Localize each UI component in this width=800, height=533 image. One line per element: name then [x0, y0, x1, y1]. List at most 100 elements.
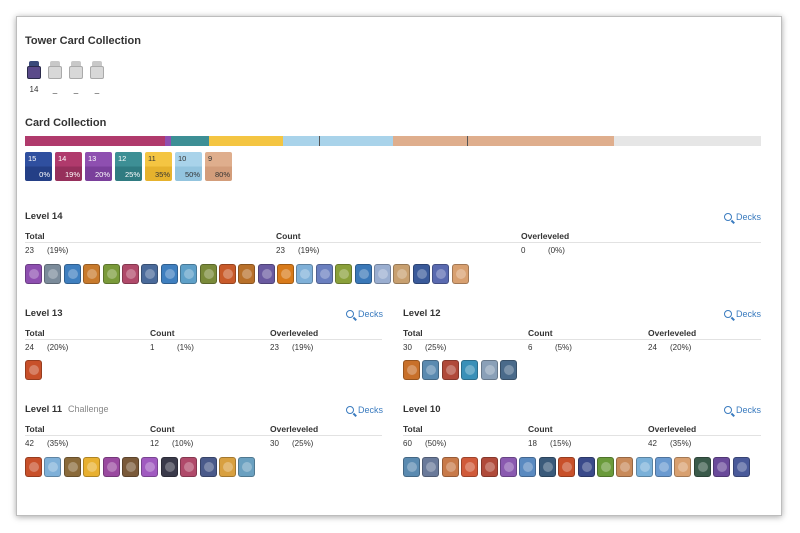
- progress-segment: [170, 136, 209, 146]
- progress-segment: [164, 136, 171, 146]
- level11-total-header: Total: [25, 424, 45, 434]
- card-icon[interactable]: [25, 264, 42, 284]
- level10-overleveled-header: Overleveled: [648, 424, 697, 434]
- tower-card-level: _: [73, 85, 79, 94]
- level12-total-header: Total: [403, 328, 423, 338]
- level-box-11: 11 35%: [145, 152, 172, 181]
- level11-total-value: 42: [25, 439, 34, 448]
- card-icon[interactable]: [403, 457, 420, 477]
- card-icon[interactable]: [461, 360, 479, 380]
- card-icon[interactable]: [393, 264, 411, 284]
- card-icon[interactable]: [218, 264, 236, 284]
- level13-decks-link[interactable]: Decks: [346, 309, 383, 319]
- card-icon[interactable]: [180, 264, 198, 284]
- level14-total-pct: (19%): [47, 246, 69, 255]
- card-icon[interactable]: [403, 360, 420, 380]
- card-icon[interactable]: [713, 457, 731, 477]
- card-icon[interactable]: [257, 264, 275, 284]
- level10-over-value: 42: [648, 439, 657, 448]
- level11-title-text: Level 11: [25, 404, 62, 415]
- card-icon[interactable]: [499, 360, 517, 380]
- card-icon[interactable]: [160, 264, 178, 284]
- level13-overleveled-header: Overleveled: [270, 328, 319, 338]
- level13-total-header: Total: [25, 328, 45, 338]
- level13-total-pct: (20%): [47, 343, 69, 352]
- card-icon[interactable]: [499, 457, 517, 477]
- card-icon[interactable]: [238, 264, 256, 284]
- card-icon[interactable]: [25, 457, 42, 477]
- card-icon[interactable]: [121, 264, 139, 284]
- card-icon[interactable]: [432, 264, 450, 284]
- tower-card-locked: [69, 61, 83, 79]
- card-icon[interactable]: [160, 457, 178, 477]
- level11-decks-link[interactable]: Decks: [346, 405, 383, 415]
- level-percent: 35%: [154, 170, 170, 179]
- card-icon[interactable]: [102, 457, 120, 477]
- card-icon[interactable]: [674, 457, 692, 477]
- level13-count-pct: (1%): [177, 343, 194, 352]
- card-icon[interactable]: [218, 457, 236, 477]
- level14-decks-link[interactable]: Decks: [724, 212, 761, 222]
- card-icon[interactable]: [83, 457, 101, 477]
- card-icon[interactable]: [141, 457, 159, 477]
- card-icon[interactable]: [422, 457, 440, 477]
- card-icon[interactable]: [83, 264, 101, 284]
- card-icon[interactable]: [538, 457, 556, 477]
- card-icon[interactable]: [121, 457, 139, 477]
- search-icon: [346, 310, 354, 318]
- card-icon[interactable]: [25, 360, 42, 380]
- card-icon[interactable]: [635, 457, 653, 477]
- level13-count-value: 1: [150, 343, 155, 352]
- card-icon[interactable]: [102, 264, 120, 284]
- card-icon[interactable]: [199, 264, 217, 284]
- card-icon[interactable]: [354, 264, 372, 284]
- card-icon[interactable]: [480, 360, 498, 380]
- level11-overleveled-header: Overleveled: [270, 424, 319, 434]
- card-icon[interactable]: [199, 457, 217, 477]
- card-icon[interactable]: [461, 457, 479, 477]
- card-icon[interactable]: [519, 457, 537, 477]
- card-icon[interactable]: [296, 264, 314, 284]
- card-icon[interactable]: [732, 457, 750, 477]
- card-icon[interactable]: [277, 264, 295, 284]
- card-icon[interactable]: [441, 360, 459, 380]
- card-icon[interactable]: [335, 264, 353, 284]
- level14-overleveled-header: Overleveled: [521, 231, 570, 241]
- level-percent: 0%: [39, 170, 50, 179]
- card-icon[interactable]: [441, 457, 459, 477]
- level-percent: 25%: [124, 170, 140, 179]
- card-icon[interactable]: [655, 457, 673, 477]
- card-icon[interactable]: [180, 457, 198, 477]
- card-icon[interactable]: [422, 360, 440, 380]
- card-icon[interactable]: [141, 264, 159, 284]
- card-icon[interactable]: [44, 457, 62, 477]
- card-icon[interactable]: [596, 457, 614, 477]
- card-icon[interactable]: [480, 457, 498, 477]
- level14-card-grid: [25, 264, 765, 284]
- card-icon[interactable]: [315, 264, 333, 284]
- card-icon[interactable]: [616, 457, 634, 477]
- level10-total-value: 60: [403, 439, 412, 448]
- card-icon[interactable]: [412, 264, 430, 284]
- card-icon[interactable]: [693, 457, 711, 477]
- card-icon[interactable]: [44, 264, 62, 284]
- level10-decks-link[interactable]: Decks: [724, 405, 761, 415]
- level12-decks-link[interactable]: Decks: [724, 309, 761, 319]
- tower-card-level: _: [52, 85, 58, 94]
- level10-card-grid: [403, 457, 773, 477]
- level14-total-header: Total: [25, 231, 45, 241]
- card-icon[interactable]: [238, 457, 256, 477]
- card-icon[interactable]: [63, 457, 81, 477]
- level14-over-pct: (0%): [548, 246, 565, 255]
- card-icon[interactable]: [577, 457, 595, 477]
- card-icon[interactable]: [63, 264, 81, 284]
- level12-total-pct: (25%): [425, 343, 447, 352]
- level-box-14: 14 19%: [55, 152, 82, 181]
- level11-card-grid: [25, 457, 385, 477]
- level-box-15: 15 0%: [25, 152, 52, 181]
- card-icon[interactable]: [558, 457, 576, 477]
- level11-over-pct: (25%): [292, 439, 314, 448]
- progress-segment: [209, 136, 283, 146]
- card-icon[interactable]: [374, 264, 392, 284]
- card-icon[interactable]: [451, 264, 469, 284]
